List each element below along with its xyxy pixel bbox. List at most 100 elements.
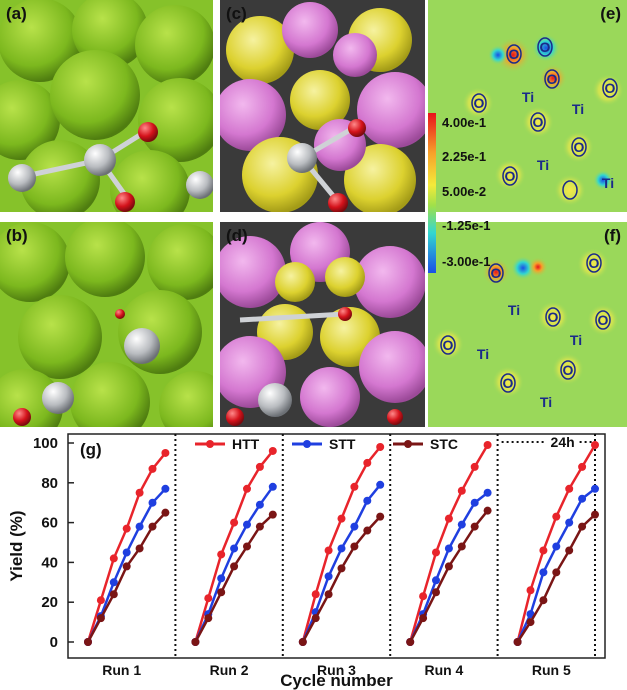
- series-STC-run-4-point-3: [444, 562, 453, 571]
- panel-f-label: (f): [604, 226, 621, 245]
- series-STT-run-1-point-3: [122, 548, 131, 557]
- series-STT-run-2-point-4: [243, 520, 251, 529]
- legend-label-HTT: HTT: [232, 436, 260, 452]
- map-f-label-7: Ti: [477, 346, 489, 362]
- series-STC-run-2-point-0: [191, 638, 200, 646]
- series-STT-run-3-point-4: [350, 522, 359, 531]
- panel-d-render: [220, 222, 425, 427]
- series-STT-run-5-point-3: [552, 542, 561, 551]
- series-STT-run-5-point-2: [539, 568, 548, 577]
- x-tick-label-run-1: Run 1: [102, 662, 141, 678]
- series-HTT-run-5-point-2: [539, 546, 548, 555]
- x-axis-label: Cycle number: [280, 671, 393, 690]
- panel-e-label: (e): [600, 4, 621, 23]
- panel-c-label: (c): [226, 4, 247, 23]
- series-HTT-run-2-point-6: [268, 446, 277, 455]
- legend-marker-HTT: [206, 440, 214, 448]
- series-STC-run-5-point-3: [552, 568, 561, 577]
- series-HTT-run-2-point-4: [243, 484, 251, 493]
- map-e-label-2: O: [540, 39, 551, 55]
- map-e-label-5: Ti: [572, 101, 584, 117]
- map-e-label-10: O: [574, 139, 585, 155]
- series-STT-run-1-point-6: [161, 484, 170, 493]
- series-STC-run-3-point-6: [376, 512, 385, 521]
- legend-label-STC: STC: [430, 436, 458, 452]
- series-STC-run-5-point-4: [565, 546, 574, 555]
- series-HTT-run-5-point-3: [552, 512, 561, 521]
- legend-marker-STT: [303, 440, 311, 448]
- map-e-label-8: O: [533, 114, 544, 130]
- series-STC-run-1-point-5: [148, 522, 157, 531]
- panel-e-render: O O O Ti Ti O O O Ti O O Ti: [428, 0, 627, 212]
- series-STT-run-4-point-3: [444, 544, 453, 553]
- series-STT-run-3-point-6: [376, 480, 385, 489]
- colorbar-tick-4: -1.25e-1: [442, 218, 491, 233]
- map-f-label-6: O: [443, 337, 454, 353]
- series-HTT-run-3-point-6: [376, 442, 385, 451]
- series-STT-run-2-point-2: [217, 574, 226, 583]
- series-STC-run-1-point-6: [161, 508, 170, 517]
- y-tick-label-20: 20: [41, 594, 58, 611]
- series-STC-run-1-point-4: [135, 544, 144, 553]
- series-STT-run-3-point-5: [363, 496, 372, 505]
- panel-d-label: (d): [226, 226, 248, 245]
- panel-a-label: (a): [6, 4, 27, 23]
- map-e-label-4: Ti: [522, 89, 534, 105]
- series-HTT-run-1-point-2: [109, 554, 118, 563]
- y-tick-label-40: 40: [41, 554, 58, 571]
- colorbar-tick-2: 2.25e-1: [442, 149, 487, 164]
- series-HTT-run-4-point-4: [457, 486, 466, 495]
- series-STC-run-4-line: [409, 509, 489, 643]
- colorbar: [428, 113, 436, 273]
- panel-c-render: [220, 0, 425, 212]
- map-f-label-5: O: [598, 312, 609, 328]
- series-STT-run-2-point-3: [230, 544, 239, 553]
- series-HTT-run-3-point-5: [363, 458, 372, 467]
- panel-c-charge-density: (c): [220, 0, 425, 212]
- panel-b-isosurface: (b): [0, 222, 213, 427]
- y-tick-label-100: 100: [33, 435, 58, 452]
- series-HTT-run-1-point-3: [122, 524, 131, 533]
- series-STT-run-4-point-6: [483, 488, 492, 497]
- series-STT-run-4-point-2: [432, 576, 440, 585]
- series-STC-run-2-point-1: [204, 614, 213, 623]
- x-tick-label-run-4: Run 4: [424, 662, 463, 678]
- legend-label-STT: STT: [329, 436, 356, 452]
- y-axis-label: Yield (%): [7, 510, 26, 581]
- map-e-label-12: Ti: [602, 175, 614, 191]
- map-f-label-10: O: [503, 375, 514, 391]
- series-STT-run-2-point-6: [268, 482, 277, 491]
- series-STC-run-4-point-4: [457, 542, 466, 551]
- series-HTT-run-4-point-5: [470, 462, 479, 471]
- series-STC-run-4-point-0: [406, 638, 415, 646]
- panel-a-render: [0, 0, 213, 212]
- series-HTT-run-1-point-6: [161, 448, 170, 457]
- colorbar-tick-3: 5.00e-2: [442, 184, 487, 199]
- map-e-label-6: O: [474, 95, 485, 111]
- series-HTT-run-4-point-2: [432, 548, 440, 557]
- series-HTT-run-5-point-4: [565, 484, 574, 493]
- series-HTT-run-4-point-6: [483, 440, 492, 449]
- map-e-label-9: Ti: [537, 157, 549, 173]
- map-e-label-3: O: [547, 71, 558, 87]
- colorbar-tick-1: 4.00e-1: [442, 115, 487, 130]
- map-f-label-3: Ti: [508, 302, 520, 318]
- map-f-label-1: O: [491, 265, 502, 281]
- series-STT-run-5-point-6: [591, 484, 599, 493]
- map-e-label-7: O: [605, 80, 616, 96]
- x-tick-label-run-3: Run 3: [317, 662, 356, 678]
- series-HTT-run-2-point-2: [217, 550, 226, 559]
- panel-a-isosurface: (a): [0, 0, 213, 212]
- series-STC-run-1-point-1: [96, 614, 105, 623]
- series-HTT-run-5-point-6: [591, 440, 599, 449]
- series-STC-run-5-point-2: [539, 596, 548, 605]
- series-STC-run-1-point-0: [84, 638, 92, 646]
- series-HTT-run-2-point-1: [204, 594, 213, 603]
- series-STC-run-1-point-2: [109, 590, 118, 599]
- series-STC-run-4-point-2: [432, 588, 440, 597]
- map-f-label-2: O: [589, 255, 600, 271]
- series-STT-run-3-point-3: [337, 544, 346, 553]
- series-STC-run-5-point-5: [578, 522, 587, 531]
- series-STC-run-5-point-1: [526, 618, 535, 627]
- x-tick-label-run-2: Run 2: [210, 662, 249, 678]
